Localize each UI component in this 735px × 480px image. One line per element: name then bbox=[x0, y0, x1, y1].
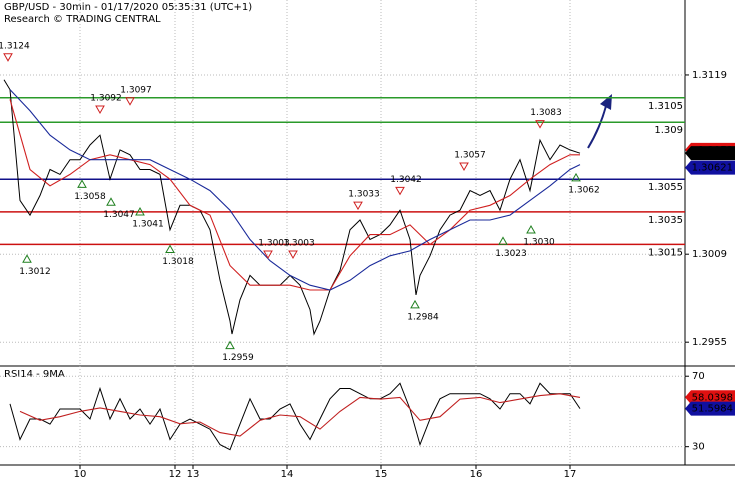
y-tick-label: 70 bbox=[692, 371, 705, 382]
price-box bbox=[685, 160, 735, 175]
low-label: 1.3030 bbox=[523, 237, 555, 247]
series-line bbox=[3, 79, 581, 336]
x-tick-label: 15 bbox=[375, 469, 388, 480]
rsi-title: RSI14 - 9MA bbox=[4, 369, 65, 380]
x-tick-label: 13 bbox=[187, 469, 200, 480]
high-marker bbox=[3, 53, 13, 62]
low-label: 1.2959 bbox=[222, 353, 254, 363]
forecast-arrow bbox=[587, 105, 607, 149]
high-label: 1.3003 bbox=[283, 238, 315, 248]
price-box bbox=[685, 401, 735, 416]
series-line bbox=[9, 89, 581, 291]
y-tick-label: 1.2955 bbox=[692, 337, 727, 348]
high-marker bbox=[395, 186, 405, 196]
low-label: 1.3062 bbox=[568, 185, 600, 195]
price-box-label: 58.0398 bbox=[692, 392, 733, 403]
high-marker bbox=[125, 97, 135, 106]
price-box-label: 1.3071 bbox=[698, 148, 733, 159]
price-box bbox=[685, 146, 735, 161]
y-tick-label: 30 bbox=[692, 442, 705, 453]
level-label: 1.3015 bbox=[648, 247, 683, 258]
series-line bbox=[19, 393, 581, 437]
price-box-label: 51.5984 bbox=[692, 404, 733, 415]
low-label: 1.3041 bbox=[132, 220, 164, 230]
x-tick-label: 12 bbox=[169, 469, 182, 480]
chart-subtitle: Research © TRADING CENTRAL bbox=[4, 14, 161, 25]
chart-title: GBP/USD - 30min - 01/17/2020 05:35:31 (U… bbox=[4, 2, 252, 13]
level-label: 1.309 bbox=[654, 125, 683, 136]
series-line bbox=[9, 382, 581, 451]
x-tick-label: 10 bbox=[74, 469, 87, 480]
high-marker bbox=[535, 120, 545, 129]
low-marker bbox=[165, 244, 175, 254]
low-label: 1.3047 bbox=[103, 210, 135, 220]
low-marker bbox=[77, 179, 87, 188]
level-label: 1.3035 bbox=[648, 215, 683, 226]
high-label: 1.3042 bbox=[390, 175, 422, 185]
low-marker bbox=[22, 254, 32, 263]
high-marker bbox=[95, 105, 105, 114]
level-label: 1.3055 bbox=[648, 182, 683, 193]
y-tick-label: 1.3009 bbox=[692, 249, 727, 260]
high-label: 1.3003 bbox=[258, 238, 290, 248]
level-label: 1.3105 bbox=[648, 101, 683, 112]
x-tick-label: 14 bbox=[281, 469, 294, 480]
price-box bbox=[685, 390, 735, 405]
x-tick-label: 17 bbox=[564, 469, 577, 480]
low-label: 1.2984 bbox=[407, 312, 439, 322]
high-label: 1.3092 bbox=[90, 93, 122, 103]
low-marker bbox=[410, 299, 420, 309]
low-label: 1.3012 bbox=[19, 267, 51, 277]
y-tick-label: 1.3119 bbox=[692, 70, 727, 81]
series-line bbox=[9, 99, 580, 291]
high-label: 1.3097 bbox=[120, 85, 152, 95]
low-label: 1.3023 bbox=[495, 249, 527, 259]
high-label: 1.3083 bbox=[530, 108, 562, 118]
high-marker bbox=[459, 162, 469, 171]
low-marker bbox=[526, 224, 536, 234]
low-marker bbox=[225, 340, 235, 350]
low-marker bbox=[571, 172, 581, 182]
high-marker bbox=[353, 201, 363, 211]
high-label: 1.3124 bbox=[0, 41, 30, 51]
high-label: 1.3033 bbox=[348, 190, 380, 200]
low-label: 1.3018 bbox=[162, 257, 194, 267]
x-tick-label: 16 bbox=[470, 469, 483, 480]
high-marker bbox=[263, 250, 273, 259]
high-label: 1.3057 bbox=[454, 150, 486, 160]
low-label: 1.3058 bbox=[74, 192, 106, 202]
low-marker bbox=[135, 207, 145, 216]
price-box-label: 1.30621 bbox=[692, 163, 733, 174]
high-marker bbox=[288, 250, 298, 259]
low-marker bbox=[106, 197, 116, 206]
low-marker bbox=[498, 236, 508, 245]
